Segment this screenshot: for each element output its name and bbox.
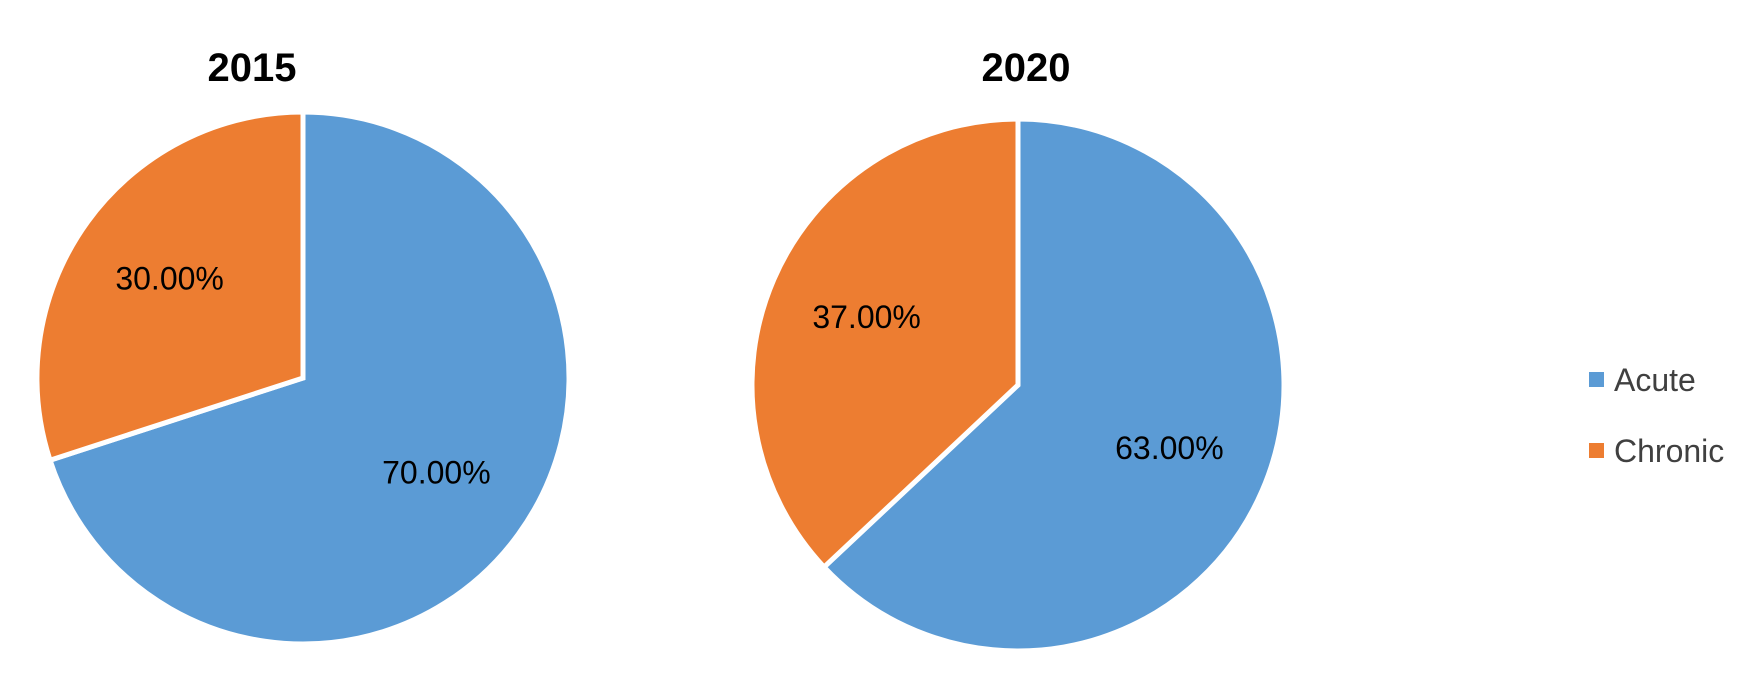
pie-slice-2015-acute bbox=[46, 109, 572, 647]
legend-label-chronic: Chronic bbox=[1614, 433, 1724, 469]
legend-label-acute: Acute bbox=[1614, 362, 1696, 398]
chart-title-2020: 2020 bbox=[982, 46, 1071, 90]
legend-item-acute: Acute bbox=[1589, 362, 1696, 398]
chart-title-2015: 2015 bbox=[208, 46, 297, 90]
legend: Acute Chronic bbox=[1589, 362, 1724, 469]
pie-labels-2020: 63.00% 37.00% bbox=[812, 299, 1223, 466]
pie-slices-2020 bbox=[749, 116, 1287, 654]
data-label-2020-chronic: 37.00% bbox=[812, 299, 921, 335]
data-label-2020-acute: 63.00% bbox=[1115, 430, 1224, 466]
pie-slice-2020-chronic bbox=[749, 116, 1021, 571]
data-label-2015-chronic: 30.00% bbox=[115, 261, 224, 297]
pie-slice-2020-acute bbox=[820, 116, 1287, 654]
pie-labels-2015: 70.00% 30.00% bbox=[115, 261, 490, 491]
pie-slices-2015 bbox=[34, 109, 572, 647]
legend-swatch-acute bbox=[1589, 372, 1604, 387]
pie-chart-2020: 2020 63.00% 37.00% bbox=[749, 46, 1287, 654]
legend-item-chronic: Chronic bbox=[1589, 433, 1724, 469]
pie-chart-2015: 2015 70.00% 30.00% bbox=[34, 46, 572, 647]
data-label-2015-acute: 70.00% bbox=[382, 454, 491, 490]
pie-slice-2015-chronic bbox=[34, 109, 306, 464]
legend-swatch-chronic bbox=[1589, 443, 1604, 458]
